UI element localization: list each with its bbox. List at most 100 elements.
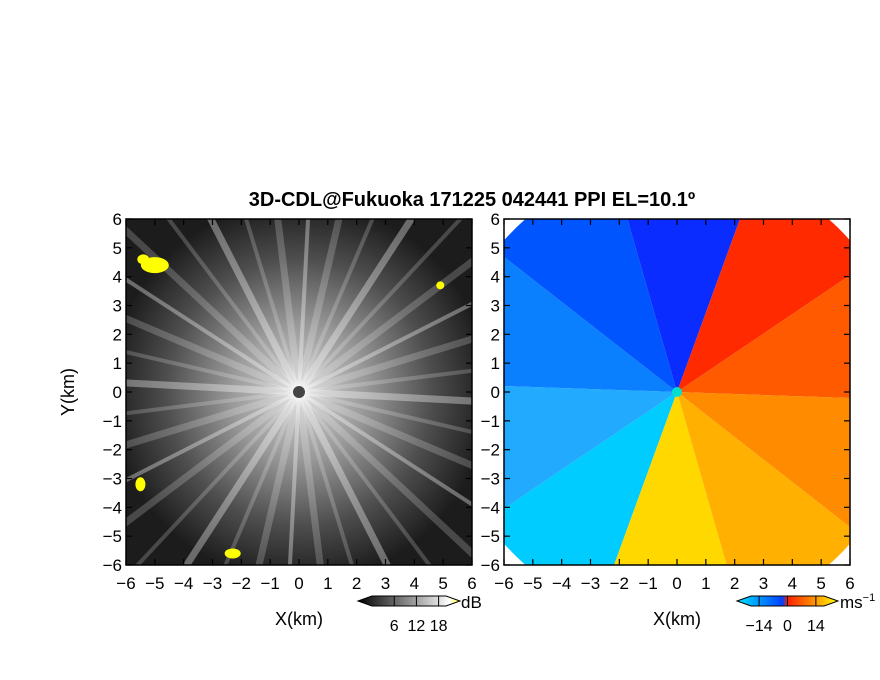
velocity-sector (677, 219, 850, 392)
y-tick-label: −1 (481, 412, 500, 431)
intensity-spoke (295, 391, 324, 565)
y-tick-label: −6 (103, 556, 122, 575)
intensity-colorbar-bar (356, 595, 462, 607)
intensity-spoke (126, 390, 300, 416)
intensity-spoke (126, 388, 301, 449)
velocity-center-marker (672, 387, 682, 397)
x-tick-label: −4 (174, 574, 193, 593)
velocity-sector (504, 256, 677, 392)
intensity-spoke (126, 389, 302, 527)
x-tick-label: −2 (610, 574, 629, 593)
velocity-colorbar: ms−1 −14 0 14 (735, 592, 876, 635)
y-tick-label: −6 (481, 556, 500, 575)
intensity-spoke (297, 335, 472, 396)
x-tick-label: −3 (581, 574, 600, 593)
colorbar-tick-label: −14 (746, 618, 773, 635)
x-tick-label: −6 (494, 574, 513, 593)
intensity-spoke (244, 219, 301, 393)
velocity-field (504, 219, 850, 565)
colorbar-tick-label: 0 (783, 618, 792, 635)
intensity-patches (135, 254, 445, 559)
intensity-spoke (297, 388, 472, 470)
intensity-spoke (223, 391, 301, 565)
y-tick-label: 3 (113, 297, 122, 316)
intensity-spoke (126, 379, 300, 396)
y-tick-label: 2 (113, 325, 122, 344)
x-tick-label: −4 (552, 574, 571, 593)
x-tick-label: −6 (116, 574, 135, 593)
intensity-spoke (297, 391, 354, 565)
x-tick-label: −1 (260, 574, 279, 593)
intensity-spoke (297, 219, 375, 393)
intensity-spoke (296, 219, 416, 394)
colorbar-tick-label: 18 (430, 618, 448, 635)
intensity-spoke (126, 390, 300, 483)
intensity-spoke (298, 301, 472, 394)
x-tick-label: 2 (352, 574, 361, 593)
radar-center-marker (293, 386, 305, 398)
intensity-yellow-patch (436, 281, 445, 290)
x-tick-label: 6 (467, 574, 476, 593)
intensity-spoke (274, 219, 303, 393)
intensity-spoke (126, 314, 301, 396)
velocity-sector (677, 275, 850, 399)
velocity-sector (504, 219, 677, 392)
intensity-spoke (297, 219, 311, 393)
x-tick-label: −3 (203, 574, 222, 593)
y-tick-label: 0 (491, 383, 500, 402)
x-tick-label: 3 (381, 574, 390, 593)
y-tick-label: 2 (491, 325, 500, 344)
intensity-spoke (296, 257, 472, 395)
velocity-sector (627, 219, 740, 392)
x-tick-label: −1 (638, 574, 657, 593)
y-tick-label: 1 (113, 354, 122, 373)
y-tick-label: 6 (113, 210, 122, 229)
x-tick-label: 3 (759, 574, 768, 593)
intensity-spoke (295, 390, 392, 565)
velocity-sector (614, 392, 727, 565)
y-tick-label: −4 (103, 498, 122, 517)
intensity-spoke (126, 277, 301, 394)
y-tick-label: 5 (113, 239, 122, 258)
x-tick-label: −5 (145, 574, 164, 593)
velocity-sector (504, 385, 677, 509)
intensity-colorbar: dB 6 12 18 (356, 593, 482, 635)
intensity-x-axis-label: X(km) (275, 609, 323, 629)
y-tick-label: 3 (491, 297, 500, 316)
x-tick-label: 6 (845, 574, 854, 593)
intensity-yellow-patch (224, 548, 241, 559)
intensity-yellow-patch (137, 254, 150, 265)
x-tick-label: −2 (232, 574, 251, 593)
y-tick-label: 1 (491, 354, 500, 373)
y-tick-label: −4 (481, 498, 500, 517)
intensity-spoke (298, 390, 472, 434)
y-tick-label: −3 (103, 470, 122, 489)
y-tick-label: 5 (491, 239, 500, 258)
x-tick-label: 5 (816, 574, 825, 593)
x-tick-label: 4 (788, 574, 797, 593)
y-tick-label: −2 (481, 441, 500, 460)
y-tick-label: 4 (113, 268, 122, 287)
x-tick-label: 1 (323, 574, 332, 593)
velocity-colorbar-unit-exponent: −1 (863, 592, 876, 604)
intensity-spoke (295, 219, 343, 393)
intensity-spoke (126, 225, 302, 395)
x-tick-label: 1 (701, 574, 710, 593)
intensity-spoke (298, 388, 472, 405)
y-tick-label: −2 (103, 441, 122, 460)
intensity-spoke (287, 391, 301, 565)
intensity-spoke (134, 390, 301, 565)
colorbar-tick-label: 14 (807, 618, 825, 635)
y-tick-label: 6 (491, 210, 500, 229)
intensity-y-axis-label: Y(km) (58, 368, 78, 416)
intensity-spoke (296, 389, 472, 559)
x-tick-label: 0 (672, 574, 681, 593)
velocity-sector (677, 392, 850, 528)
intensity-spoke (206, 219, 303, 394)
intensity-spoke (182, 390, 302, 565)
y-tick-label: −5 (103, 527, 122, 546)
